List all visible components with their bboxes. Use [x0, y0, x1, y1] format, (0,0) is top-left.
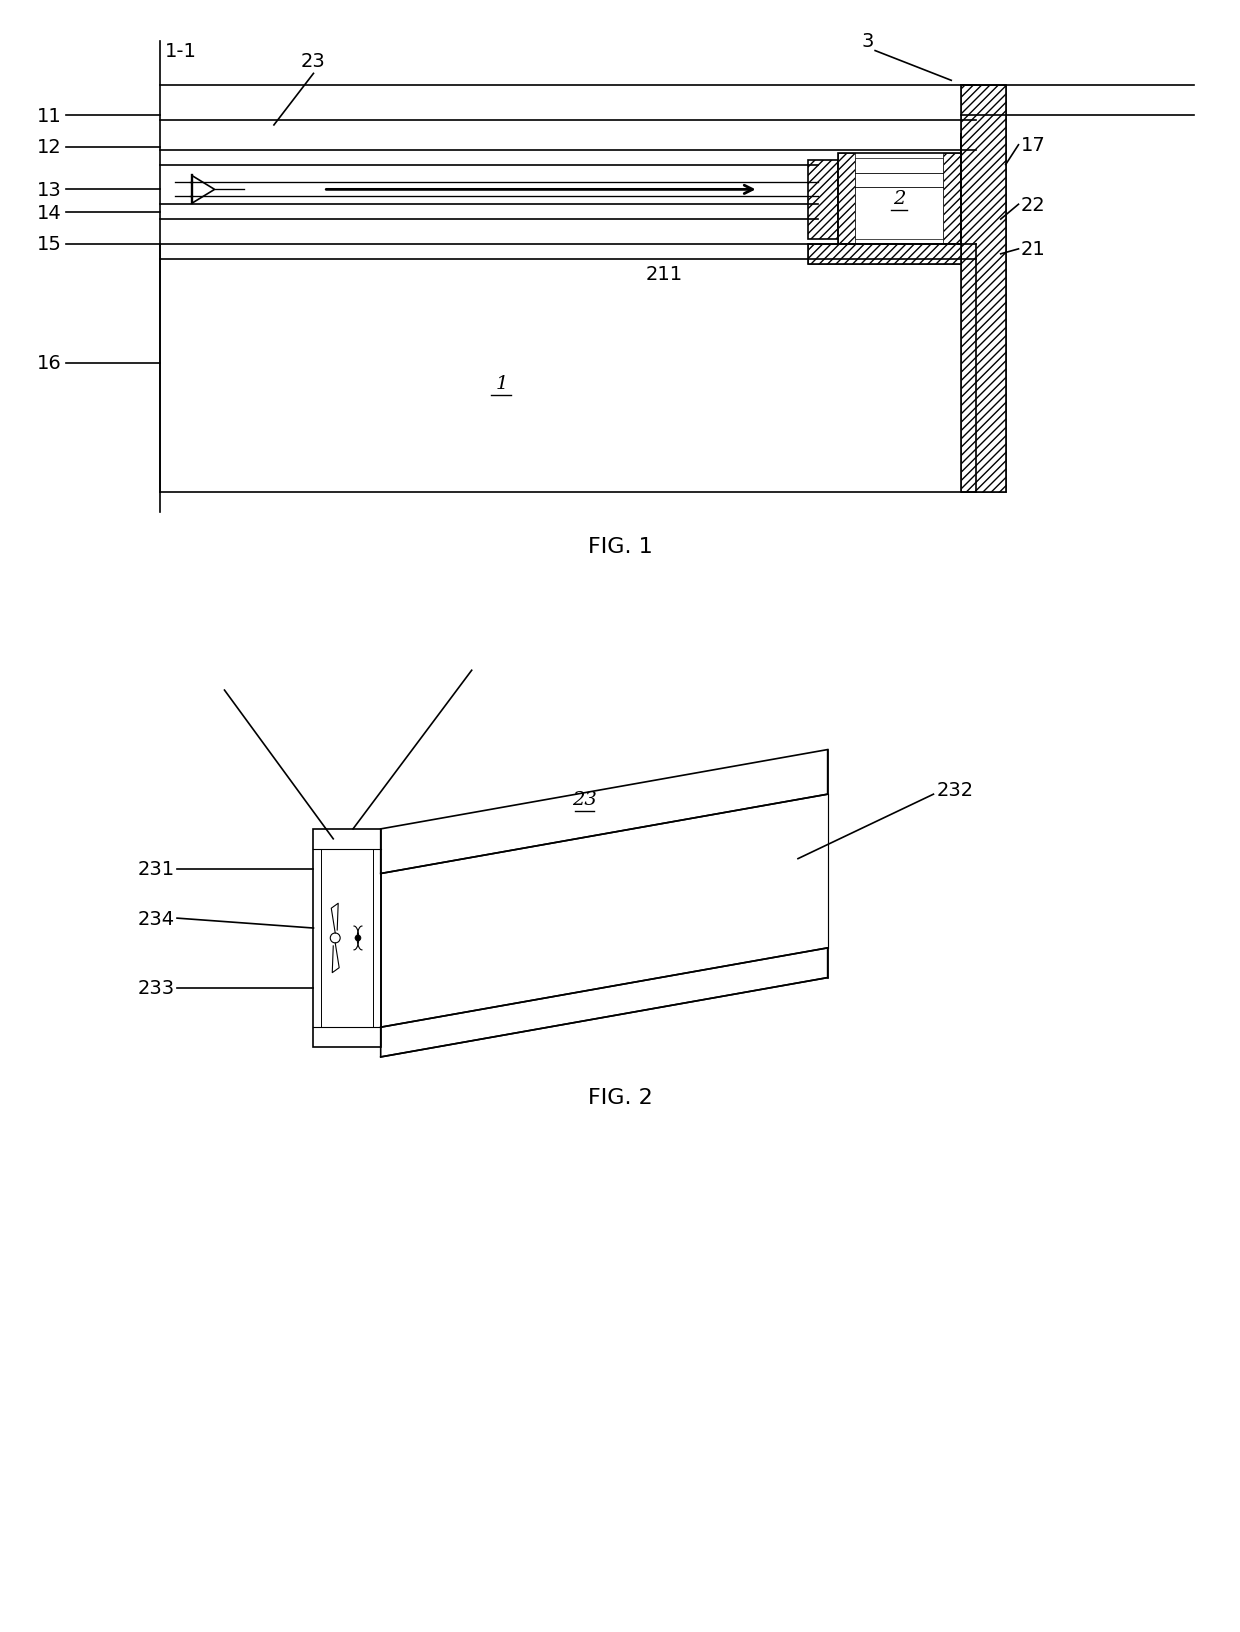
Text: 231: 231	[138, 860, 175, 878]
Circle shape	[355, 935, 361, 942]
Text: 233: 233	[138, 979, 175, 997]
Text: 12: 12	[36, 139, 61, 157]
Bar	[856, 158, 944, 240]
Text: FIG. 2: FIG. 2	[588, 1087, 652, 1106]
Text: 13: 13	[36, 181, 61, 199]
Text: 15: 15	[36, 235, 61, 255]
Bar	[808, 245, 961, 264]
Bar	[808, 160, 837, 240]
Bar	[314, 829, 381, 1048]
Text: 17: 17	[1021, 135, 1045, 155]
Bar	[837, 153, 856, 245]
Text: 14: 14	[36, 204, 61, 222]
Bar	[837, 153, 961, 245]
Bar	[961, 86, 1006, 493]
Text: 22: 22	[1021, 196, 1045, 215]
Text: 232: 232	[936, 780, 973, 800]
Bar	[944, 153, 961, 245]
Text: 1: 1	[495, 374, 507, 392]
Text: 16: 16	[36, 354, 61, 374]
Text: 21: 21	[1021, 240, 1045, 259]
Text: 23: 23	[572, 790, 596, 808]
Text: 234: 234	[138, 909, 175, 929]
Text: FIG. 1: FIG. 1	[588, 537, 652, 557]
Text: 11: 11	[36, 106, 61, 126]
Bar	[808, 245, 961, 264]
Bar	[961, 86, 1006, 493]
Bar	[321, 849, 373, 1028]
Text: 23: 23	[301, 52, 326, 70]
Text: 2: 2	[893, 191, 905, 209]
Text: 211: 211	[646, 264, 683, 284]
Text: 3: 3	[861, 33, 873, 51]
Text: 1-1: 1-1	[165, 42, 197, 60]
